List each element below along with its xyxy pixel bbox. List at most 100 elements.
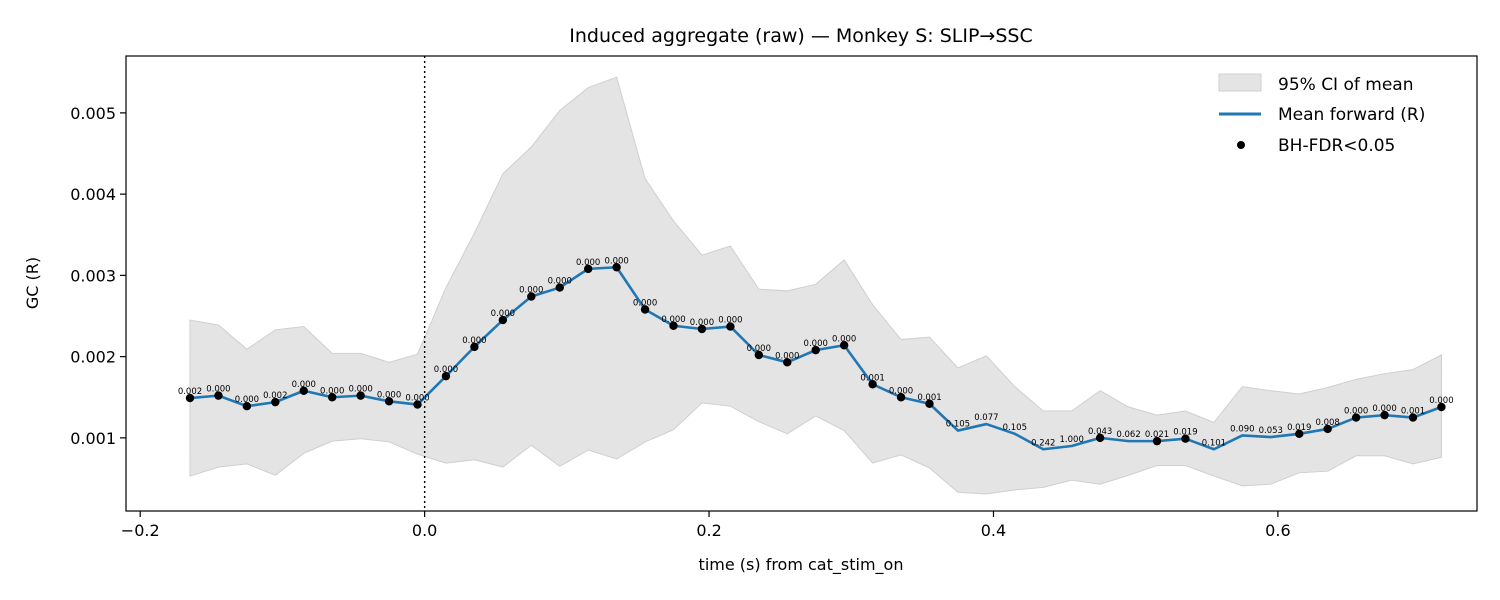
chart-title: Induced aggregate (raw) — Monkey S: SLIP… bbox=[569, 25, 1033, 47]
significant-point bbox=[1323, 424, 1332, 434]
significant-point bbox=[1380, 410, 1389, 420]
significant-point bbox=[356, 391, 365, 400]
significant-point bbox=[1351, 413, 1361, 422]
legend-ci-label: 95% CI of mean bbox=[1278, 75, 1413, 95]
x-tick-label: −0.2 bbox=[121, 521, 160, 540]
p-value-label: 0.000 bbox=[206, 385, 230, 395]
p-value-label: 0.001 bbox=[917, 393, 941, 403]
significant-point bbox=[1408, 413, 1418, 422]
significant-point bbox=[1181, 434, 1190, 443]
y-tick-label: 0.001 bbox=[70, 429, 116, 448]
p-value-label: 0.000 bbox=[235, 395, 259, 405]
p-value-label: 0.000 bbox=[633, 299, 657, 309]
p-value-label: 0.043 bbox=[1088, 427, 1112, 437]
p-value-label: 0.002 bbox=[263, 391, 287, 401]
significant-point bbox=[555, 283, 564, 292]
ci-band bbox=[189, 76, 1442, 495]
p-value-label: 0.000 bbox=[604, 256, 628, 266]
x-axis-ticks: −0.2 0.0 0.2 0.4 0.6 bbox=[121, 511, 1291, 540]
p-value-label: 0.077 bbox=[974, 413, 998, 423]
significant-point bbox=[328, 393, 337, 402]
significant-point bbox=[697, 324, 707, 334]
significant-point bbox=[441, 371, 451, 381]
y-tick-label: 0.005 bbox=[70, 104, 116, 123]
p-value-label: 0.019 bbox=[1173, 428, 1197, 438]
significant-point bbox=[242, 401, 252, 411]
p-value-label: 0.000 bbox=[519, 286, 543, 296]
legend-ci-swatch bbox=[1218, 73, 1262, 92]
p-value-label: 0.000 bbox=[889, 386, 913, 396]
significant-point bbox=[754, 350, 764, 360]
p-value-label: 0.008 bbox=[1316, 418, 1340, 428]
significant-point bbox=[583, 264, 593, 274]
significant-point bbox=[1437, 402, 1446, 412]
p-value-label: 0.000 bbox=[292, 380, 316, 390]
p-value-label: 0.000 bbox=[1429, 396, 1453, 406]
p-value-label: 0.021 bbox=[1145, 430, 1169, 440]
significant-point bbox=[868, 380, 877, 389]
p-value-label: 0.000 bbox=[804, 339, 828, 349]
p-value-label: 0.001 bbox=[1401, 407, 1425, 417]
significant-point bbox=[527, 292, 536, 301]
significant-point bbox=[413, 400, 422, 409]
significant-points bbox=[185, 263, 1446, 446]
p-value-label: 0.053 bbox=[1259, 426, 1283, 436]
significant-point bbox=[1152, 436, 1162, 446]
p-value-label: 0.000 bbox=[405, 394, 429, 404]
significant-point bbox=[783, 358, 792, 367]
p-value-label: 1.000 bbox=[1060, 435, 1084, 445]
significant-point bbox=[214, 391, 223, 400]
p-value-label: 0.000 bbox=[434, 365, 458, 375]
p-value-label: 0.002 bbox=[178, 387, 202, 397]
legend-point-label: BH-FDR<0.05 bbox=[1278, 136, 1395, 156]
significant-point bbox=[1295, 429, 1304, 439]
p-value-label: 0.101 bbox=[1202, 438, 1226, 448]
significant-point bbox=[640, 305, 650, 314]
x-tick-label: 0.6 bbox=[1265, 521, 1290, 540]
significant-point bbox=[384, 397, 394, 406]
p-value-label: 0.000 bbox=[377, 390, 401, 400]
y-axis-ticks: 0.001 0.002 0.003 0.004 0.005 bbox=[70, 104, 126, 448]
p-value-label: 0.105 bbox=[946, 420, 970, 430]
significant-point bbox=[726, 322, 735, 331]
significant-point bbox=[925, 399, 934, 408]
p-value-label: 0.000 bbox=[576, 258, 600, 268]
x-tick-label: 0.4 bbox=[981, 521, 1006, 540]
x-tick-label: 0.0 bbox=[412, 521, 437, 540]
plot-area: 0.002 0.000 0.000 0.002 0.000 0.000 0.000 0.000… bbox=[178, 56, 1454, 511]
legend-point-swatch bbox=[1237, 141, 1245, 149]
p-value-labels: 0.002 0.000 0.000 0.002 0.000 0.000 0.000 0.000… bbox=[178, 256, 1454, 448]
y-tick-label: 0.002 bbox=[70, 348, 116, 367]
p-value-label: 0.000 bbox=[832, 334, 856, 344]
legend: 95% CI of mean Mean forward (R) BH-FDR<0… bbox=[1218, 73, 1425, 156]
significant-point bbox=[271, 397, 280, 407]
p-value-label: 0.000 bbox=[775, 351, 799, 361]
significant-point bbox=[470, 342, 479, 352]
significant-point bbox=[1095, 433, 1105, 443]
y-axis-label: GC (R) bbox=[23, 257, 42, 309]
p-value-label: 0.001 bbox=[860, 373, 884, 383]
significant-point bbox=[669, 321, 678, 330]
p-value-label: 0.000 bbox=[718, 316, 742, 326]
p-value-label: 0.000 bbox=[690, 318, 714, 328]
significant-point bbox=[185, 393, 195, 403]
p-value-label: 0.000 bbox=[1372, 404, 1396, 414]
significant-point bbox=[612, 263, 621, 272]
y-tick-label: 0.003 bbox=[70, 266, 116, 285]
significant-point bbox=[811, 345, 820, 355]
p-value-label: 0.000 bbox=[661, 315, 685, 325]
legend-line-label: Mean forward (R) bbox=[1278, 105, 1425, 125]
p-value-label: 0.000 bbox=[462, 336, 486, 346]
significant-point bbox=[498, 315, 508, 325]
p-value-label: 0.000 bbox=[348, 385, 372, 395]
p-value-label: 0.000 bbox=[747, 344, 771, 354]
p-value-label: 0.000 bbox=[548, 277, 572, 287]
p-value-label: 0.000 bbox=[491, 309, 515, 319]
x-tick-label: 0.2 bbox=[696, 521, 721, 540]
p-value-label: 0.019 bbox=[1287, 423, 1311, 433]
significant-point bbox=[299, 386, 308, 395]
p-value-label: 0.062 bbox=[1116, 430, 1140, 440]
p-value-label: 0.242 bbox=[1031, 438, 1055, 448]
significant-point bbox=[839, 341, 849, 350]
